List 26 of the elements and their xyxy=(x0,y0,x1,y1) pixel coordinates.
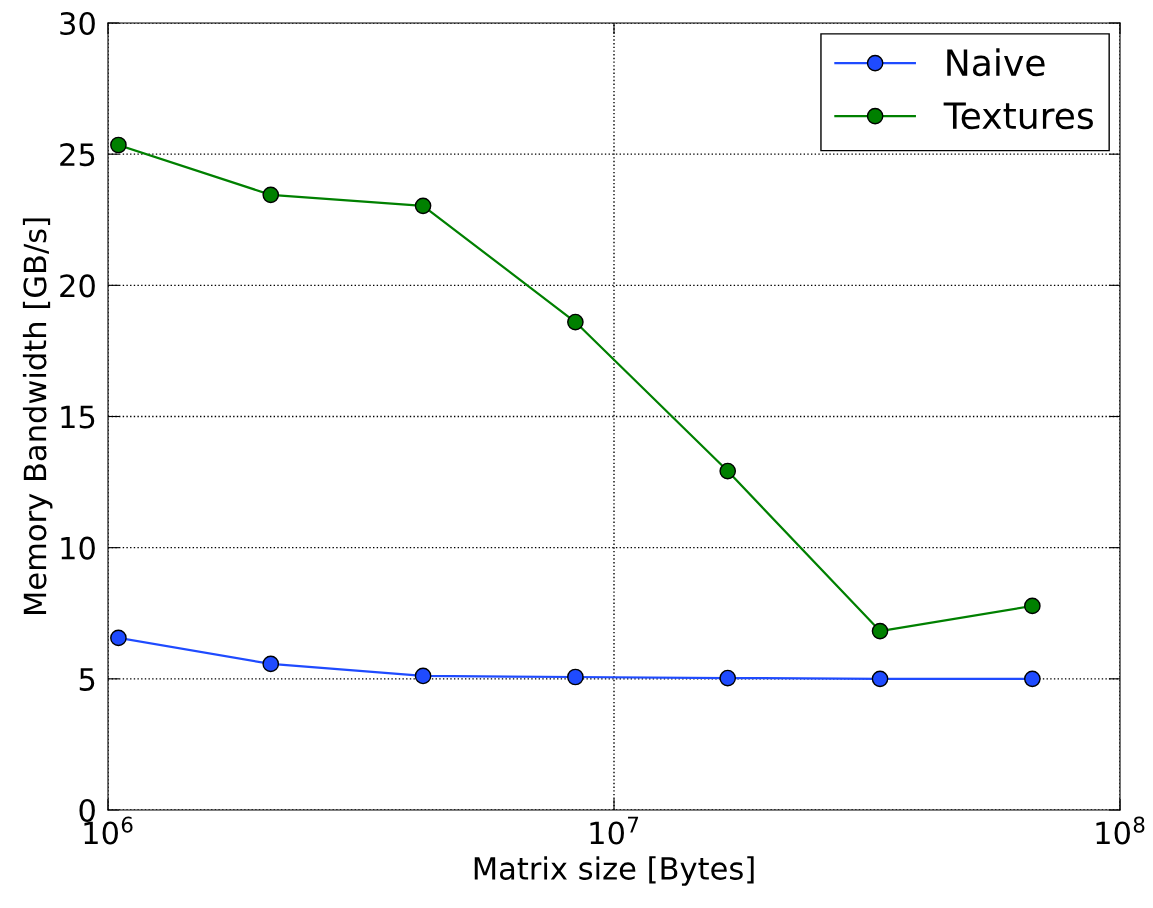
point xyxy=(262,655,280,673)
point xyxy=(719,462,737,480)
point xyxy=(414,667,432,685)
point xyxy=(567,313,584,331)
point xyxy=(871,670,889,688)
x-tick-label: 10$^{7}$ xyxy=(590,816,639,845)
point xyxy=(567,668,584,686)
point xyxy=(414,197,432,215)
legend-label: Naive xyxy=(947,48,1045,77)
point xyxy=(110,136,127,154)
legend-label: Textures xyxy=(943,102,1093,130)
y-tick-label: 5 xyxy=(79,668,95,691)
point xyxy=(110,629,127,647)
point xyxy=(1024,670,1041,688)
point xyxy=(871,622,889,640)
y-axis-title: Memory Bandwidth [GB/s] xyxy=(22,218,53,615)
point xyxy=(719,669,737,687)
point xyxy=(262,186,280,204)
y-tick-label: 10 xyxy=(61,536,95,560)
y-tick-label: 15 xyxy=(61,405,95,429)
y-tick-label: 25 xyxy=(60,143,95,167)
y-tick-label: 30 xyxy=(60,11,95,36)
point xyxy=(1024,597,1041,615)
x-axis-title: Matrix size [Bytes] xyxy=(474,856,754,886)
x-tick-label: 10$^{8}$ xyxy=(1096,816,1145,845)
y-tick-label: 20 xyxy=(60,274,95,298)
